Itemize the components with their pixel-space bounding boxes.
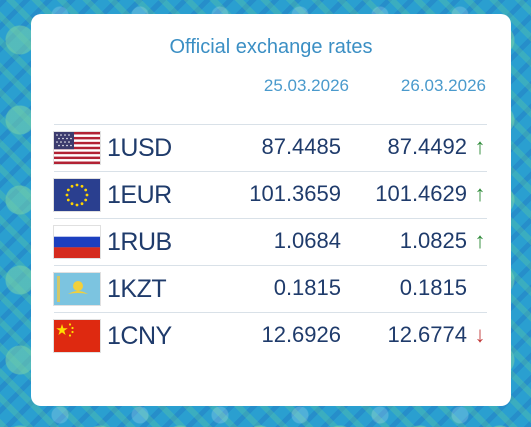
trend-up-icon: ↑: [474, 134, 486, 159]
date-column-2: 26.03.2026: [400, 76, 486, 95]
rate-value-date-1: 1.0684: [273, 228, 341, 253]
exchange-rates-card: Official exchange rates 25.03.2026 26.03…: [31, 14, 511, 406]
currency-code: 1KZT: [107, 275, 167, 303]
date-column-1: 25.03.2026: [263, 76, 349, 95]
russia-flag-icon: [54, 226, 100, 258]
rate-value-date-2: 1.0825: [399, 228, 467, 253]
rate-row-cny: 1CNY 12.6926 12.6774 ↓: [54, 312, 487, 360]
rate-value-date-1: 0.1815: [273, 275, 341, 300]
card-title: Official exchange rates: [169, 36, 373, 58]
currency-code: 1RUB: [107, 228, 172, 256]
eu-flag-icon: [54, 179, 100, 211]
rate-value-date-2: 101.4629: [375, 181, 467, 206]
china-flag-icon: [54, 320, 100, 352]
rate-row-rub: 1RUB 1.0684 1.0825 ↑: [54, 218, 487, 266]
trend-up-icon: ↑: [474, 181, 486, 206]
trend-up-icon: ↑: [474, 228, 486, 253]
currency-code: 1EUR: [107, 181, 172, 209]
rate-value-date-1: 101.3659: [249, 181, 341, 206]
rate-row-kzt: 1KZT 0.1815 0.1815: [54, 265, 487, 313]
rate-value-date-1: 87.4485: [261, 134, 341, 159]
currency-code: 1USD: [107, 134, 172, 162]
rate-value-date-2: 87.4492: [387, 134, 467, 159]
usa-flag-icon: [54, 132, 100, 164]
rate-value-date-2: 12.6774: [387, 322, 467, 347]
kazakhstan-flag-icon: [54, 273, 100, 305]
rate-row-eur: 1EUR 101.3659 101.4629 ↑: [54, 171, 487, 219]
currency-code: 1CNY: [107, 322, 172, 350]
rate-value-date-1: 12.6926: [261, 322, 341, 347]
rate-row-usd: 1USD 87.4485 87.4492 ↑: [54, 124, 487, 172]
rate-value-date-2: 0.1815: [399, 275, 467, 300]
trend-down-icon: ↓: [474, 322, 486, 347]
